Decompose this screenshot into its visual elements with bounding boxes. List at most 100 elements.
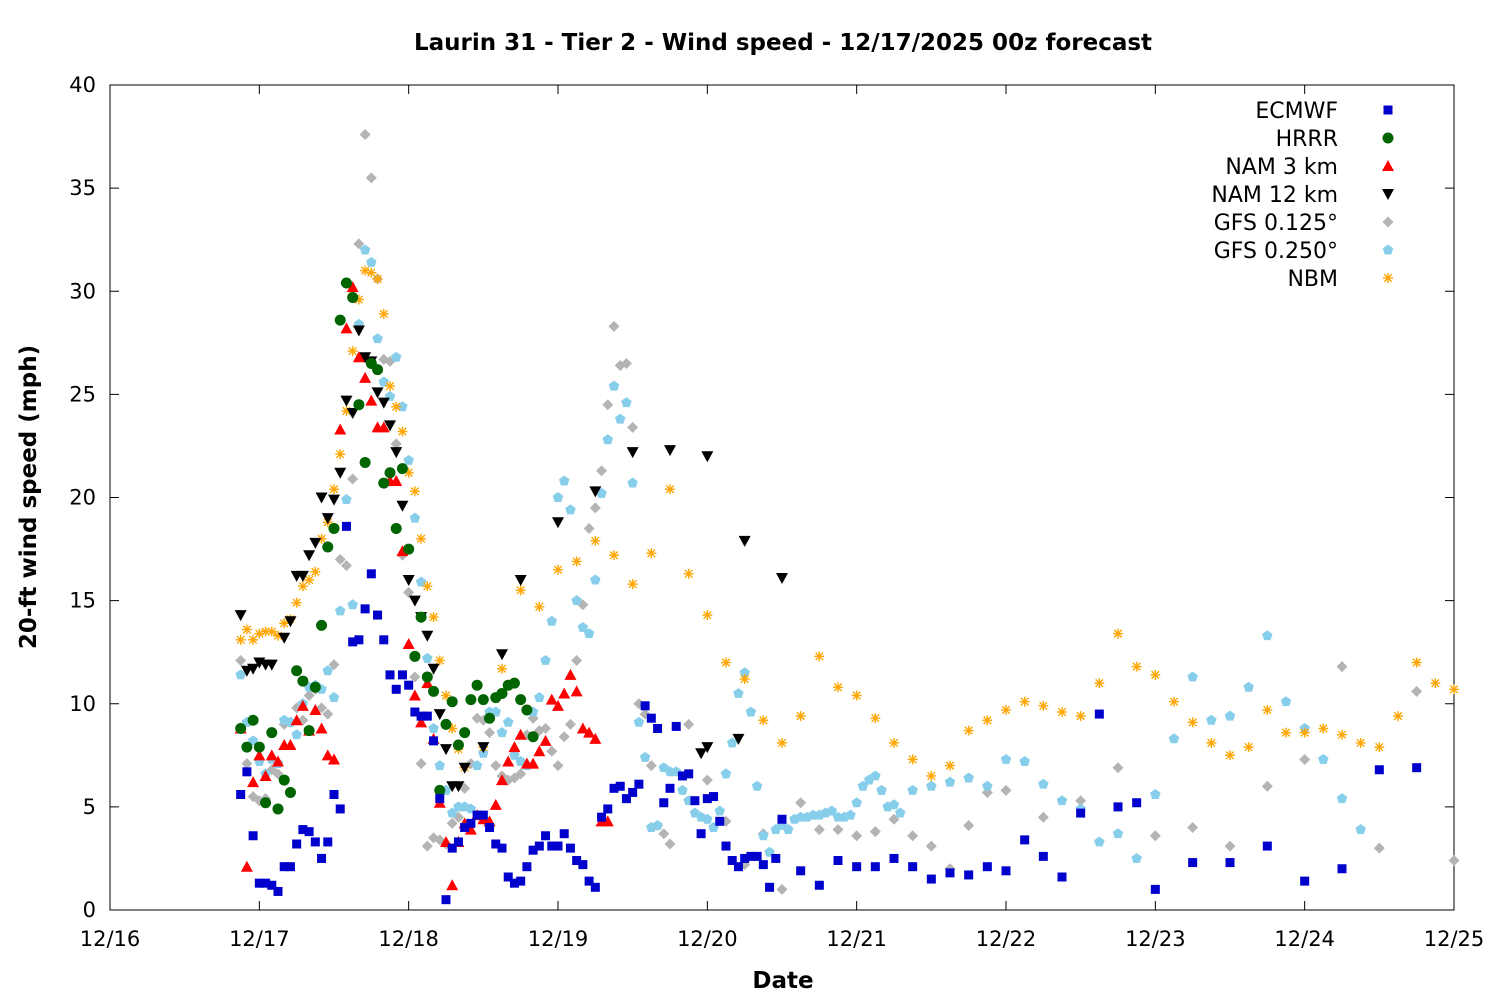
data-point-gfs-0-250 [496,727,508,738]
data-point-nbm [609,550,619,561]
data-point-ecmwf [1412,763,1422,773]
data-point-hrrr [353,399,365,411]
data-point-ecmwf [908,862,918,872]
star-stroke [410,487,420,496]
data-point-ecmwf [422,711,432,721]
data-point-ecmwf [1225,858,1235,868]
data-point-ecmwf [578,860,588,870]
legend-marker-gfs-0-250 [1382,244,1394,255]
star-stroke [983,716,992,725]
data-point-nam-3-km [576,722,589,734]
data-point-hrrr [328,522,340,534]
star-stroke [889,738,899,748]
data-point-ecmwf [385,670,395,680]
data-point-nbm [1299,727,1310,738]
data-point-nbm [1001,704,1011,715]
data-point-gfs-0-125 [353,238,365,250]
data-point-gfs-0-250 [366,256,377,267]
star-stroke [360,266,370,275]
data-point-gfs-0-125 [540,723,552,734]
data-point-ecmwf [597,812,607,822]
data-point-hrrr [477,694,489,706]
data-point-hrrr [378,477,390,489]
data-point-gfs-0-250 [590,574,601,585]
star-stroke [1412,658,1421,667]
star-stroke [1057,707,1067,717]
data-point-nam-3-km [247,776,260,788]
data-point-gfs-0-125 [1261,780,1273,792]
data-point-gfs-0-125 [1448,855,1460,866]
data-point-ecmwf [752,851,762,861]
data-point-ecmwf [441,895,451,905]
data-point-gfs-0-125 [776,883,788,895]
data-point-gfs-0-125 [558,731,570,743]
data-point-nam-12-km [265,659,278,671]
data-point-hrrr [372,364,384,376]
star-stroke [1449,685,1459,694]
data-point-ecmwf [870,862,880,872]
data-point-ecmwf [341,521,351,531]
data-point-ecmwf [1076,808,1086,818]
data-point-ecmwf [590,882,600,892]
data-point-gfs-0-125 [683,718,695,730]
data-point-gfs-0-250 [1336,793,1348,804]
star-stroke [740,674,749,684]
data-point-ecmwf [497,843,507,853]
star-stroke [1356,738,1365,748]
data-point-gfs-0-125 [869,826,881,838]
data-point-gfs-0-250 [571,595,582,606]
data-point-ecmwf [889,853,899,863]
data-point-hrrr [471,679,483,691]
data-point-nam-12-km [377,397,390,409]
star-stroke [416,534,426,543]
data-point-hrrr [415,611,427,623]
data-point-hrrr [309,681,321,693]
y-axis-label: 20-ft wind speed (mph) [16,345,42,649]
data-point-ecmwf [1150,884,1160,894]
star-stroke [1244,742,1253,752]
data-point-hrrr [396,463,408,475]
series-nam-12-km [234,325,788,793]
data-point-ecmwf [740,853,750,863]
data-point-gfs-0-250 [1150,789,1161,799]
data-point-hrrr [260,797,272,809]
data-point-nam-12-km [452,781,465,793]
data-point-gfs-0-250 [577,621,589,632]
data-point-nbm [1019,696,1030,707]
data-point-gfs-0-125 [571,654,583,666]
data-point-ecmwf [404,680,414,690]
data-point-nbm [833,682,843,693]
data-point-ecmwf [964,870,974,880]
data-point-nam-3-km [415,716,428,728]
data-point-nam-12-km [384,420,396,432]
data-point-nam-3-km [583,726,596,738]
star-stroke [1132,662,1141,671]
data-point-ecmwf [553,841,563,851]
data-point-ecmwf [503,872,513,882]
data-point-nam-12-km [664,445,676,457]
data-point-gfs-0-125 [1149,830,1161,842]
data-point-ecmwf [852,862,862,872]
data-point-hrrr [496,687,508,699]
data-point-gfs-0-250 [1056,795,1068,806]
data-point-nam-12-km [402,575,415,586]
star-stroke [497,664,507,673]
data-point-ecmwf [659,798,669,808]
data-point-gfs-0-125 [658,828,670,840]
data-point-nam-3-km [589,732,602,744]
star-stroke [1375,742,1384,752]
data-point-ecmwf [584,876,594,886]
data-point-gfs-0-125 [795,797,807,809]
data-point-gfs-0-250 [621,397,632,408]
legend-label-nam-3-km: NAM 3 km [1225,155,1338,180]
data-point-ecmwf [1113,802,1123,812]
data-point-gfs-0-125 [608,320,620,332]
data-point-nbm [1150,669,1161,680]
data-point-ecmwf [310,837,320,847]
star-stroke [279,619,289,628]
data-point-gfs-0-250 [639,751,651,762]
data-point-gfs-0-250 [714,805,726,816]
data-point-nam-12-km [247,663,260,675]
data-point-nam-12-km [477,742,490,754]
